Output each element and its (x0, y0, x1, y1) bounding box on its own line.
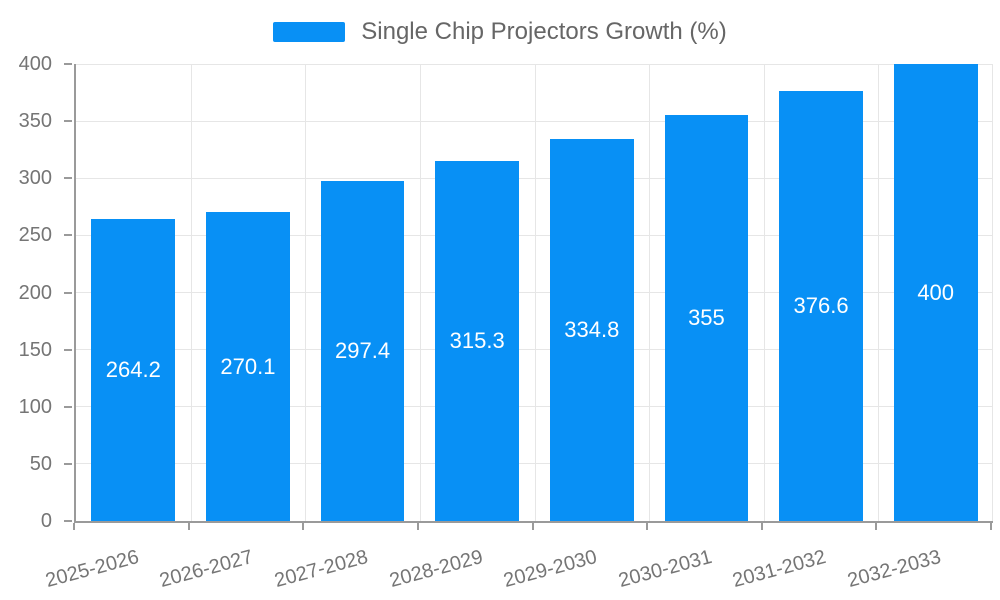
gridline (190, 64, 192, 521)
bar-value-label: 400 (917, 279, 955, 305)
x-tick-label: 2026-2027 (157, 546, 256, 593)
y-axis-tick (64, 177, 72, 180)
y-axis-tick (64, 405, 72, 408)
bar[interactable]: 376.6 (779, 90, 863, 521)
y-axis-tick (64, 120, 72, 123)
gridline (305, 64, 307, 521)
x-axis-tick (302, 523, 305, 530)
x-tick-label: 2032-2033 (845, 546, 944, 593)
x-axis-tick (187, 523, 190, 530)
bar[interactable]: 264.2 (91, 219, 176, 521)
x-tick-label: 2025-2026 (42, 546, 142, 593)
x-axis-tick (531, 523, 534, 530)
gridline (763, 64, 765, 521)
gridline (419, 64, 421, 521)
x-tick-label: 2031-2032 (730, 546, 829, 593)
gridline (649, 64, 651, 521)
legend-swatch (273, 22, 346, 42)
y-tick-label: 200 (18, 281, 52, 304)
legend-item[interactable]: Single Chip Projectors Growth (%) (0, 13, 1000, 51)
legend-label: Single Chip Projectors Growth (%) (361, 18, 727, 45)
x-axis-tick (990, 523, 992, 530)
bar-value-label: 264.2 (105, 357, 161, 383)
bar[interactable]: 400 (893, 64, 978, 521)
bar[interactable]: 297.4 (320, 181, 405, 521)
y-axis-tick (64, 520, 72, 522)
y-tick-label: 300 (18, 167, 52, 190)
gridline (992, 64, 993, 521)
y-axis-tick (64, 462, 72, 465)
gridline (534, 64, 536, 521)
y-tick-label: 400 (18, 53, 52, 75)
x-axis-tick (73, 523, 75, 530)
x-tick-label: 2028-2029 (386, 546, 485, 593)
bar[interactable]: 315.3 (435, 160, 520, 521)
bar-value-label: 355 (688, 305, 725, 331)
plot-area: 264.2 270.1 297.4 315.3 334.8 355 376.6 400 (74, 63, 993, 523)
bar-value-label: 270.1 (220, 353, 276, 379)
y-tick-label: 250 (18, 224, 52, 247)
y-tick-label: 100 (18, 395, 52, 418)
y-tick-label: 50 (29, 452, 52, 475)
bar-value-label: 376.6 (793, 292, 849, 318)
x-axis-tick (646, 523, 649, 530)
x-axis-tick (760, 523, 763, 530)
bar-value-label: 315.3 (449, 327, 505, 353)
bar-value-label: 334.8 (564, 316, 620, 342)
x-axis-tick (416, 523, 419, 530)
x-tick-label: 2029-2030 (501, 546, 600, 593)
bar[interactable]: 355 (664, 115, 749, 521)
x-tick-label: 2027-2028 (272, 546, 371, 593)
gridline (878, 64, 880, 521)
y-tick-label: 0 (40, 510, 52, 532)
y-axis-tick (64, 348, 72, 351)
y-axis-tick (64, 63, 72, 65)
y-axis-tick (64, 291, 72, 294)
x-axis-tick (875, 523, 878, 530)
bar-value-label: 297.4 (335, 338, 391, 364)
bar[interactable]: 334.8 (549, 138, 634, 521)
y-tick-label: 150 (18, 338, 52, 361)
y-tick-label: 350 (18, 110, 52, 133)
x-tick-label: 2030-2031 (616, 546, 715, 593)
bar[interactable]: 270.1 (206, 212, 290, 521)
y-axis-tick (64, 234, 72, 237)
